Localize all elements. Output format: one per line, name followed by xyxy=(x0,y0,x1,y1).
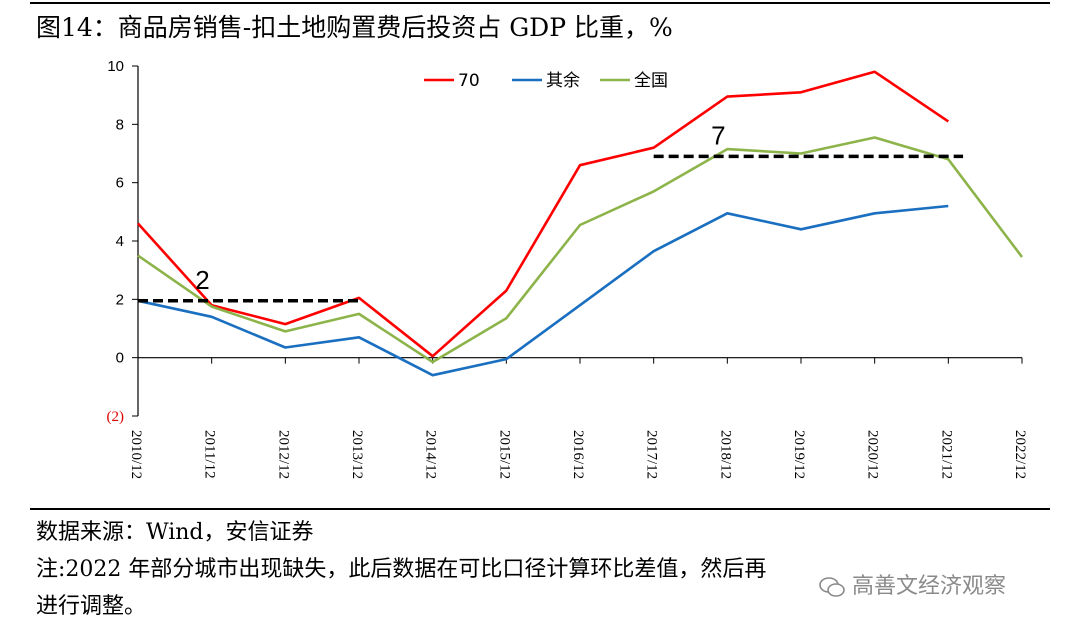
series-layer xyxy=(137,70,1024,377)
source-note: 数据来源：Wind，安信证券 xyxy=(36,520,314,545)
y-tick-label: 6 xyxy=(116,175,124,192)
chart-title: 图14：商品房销售-扣土地购置费后投资占 GDP 比重，% xyxy=(36,13,673,42)
annotation-layer: 27 xyxy=(138,120,964,303)
axes: (2) 0 2 4 6 8 10 2010/12 2011/12 2012/12 2013/12 20… xyxy=(107,58,1029,479)
series-line-1 xyxy=(137,204,949,377)
x-tick-label: 2020/12 xyxy=(865,430,881,479)
top-rule xyxy=(30,2,1050,4)
legend-label-2: 全国 xyxy=(634,71,668,91)
x-tick-label: 2017/12 xyxy=(644,430,660,479)
legend-label-1: 其余 xyxy=(546,71,580,91)
bottom-rule xyxy=(30,508,1050,510)
footnote-line-1: 注:2022 年部分城市出现缺失，此后数据在可比口径计算环比差值，然后再 xyxy=(36,557,767,582)
x-tick-label: 2014/12 xyxy=(423,430,439,479)
y-tick-label: 2 xyxy=(116,291,124,308)
legend-label-0: 70 xyxy=(458,71,480,91)
reference-label-1: 7 xyxy=(711,120,725,150)
x-tick-label: 2022/12 xyxy=(1012,430,1028,479)
x-tick-label: 2021/12 xyxy=(938,430,954,479)
x-tick-label: 2011/12 xyxy=(202,430,218,479)
y-tick-label: 10 xyxy=(107,58,124,75)
x-tick-label: 2016/12 xyxy=(570,430,586,479)
watermark: 高善文经济观察 xyxy=(818,568,1006,600)
y-tick-label: 0 xyxy=(116,350,124,367)
y-tick-label: 4 xyxy=(116,233,124,250)
footnote-line-2: 进行调整。 xyxy=(36,594,147,619)
y-tick-label: 8 xyxy=(116,116,124,133)
x-tick-label: 2019/12 xyxy=(791,430,807,479)
x-tick-label: 2012/12 xyxy=(275,430,291,479)
series-line-0 xyxy=(137,70,950,358)
legend: 70 其余 全国 xyxy=(424,71,668,91)
watermark-text: 高善文经济观察 xyxy=(852,574,1007,599)
x-tick-label: 2018/12 xyxy=(717,430,733,479)
wechat-icon xyxy=(819,577,845,597)
y-tick-label: (2) xyxy=(107,409,125,425)
x-tick-label: 2015/12 xyxy=(496,430,512,479)
x-tick-label: 2013/12 xyxy=(349,430,365,479)
reference-label-0: 2 xyxy=(195,265,209,295)
x-tick-label: 2010/12 xyxy=(128,430,144,479)
series-line-2 xyxy=(137,136,1024,364)
